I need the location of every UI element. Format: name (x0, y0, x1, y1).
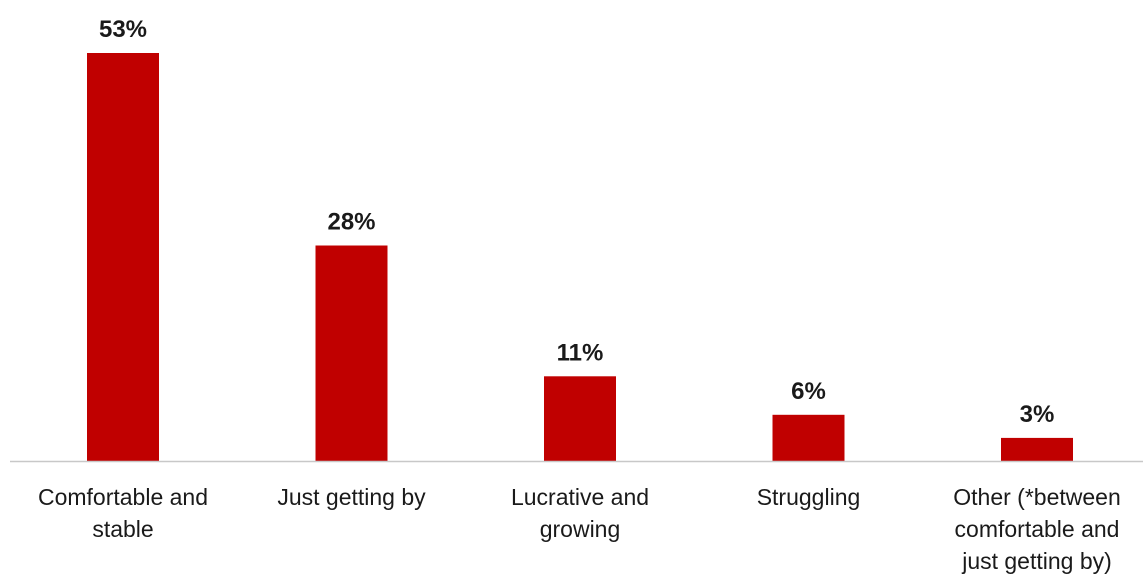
category-label-3: Lucrative and growing (511, 484, 649, 542)
value-label-5: 3% (1020, 401, 1055, 428)
bar-2 (315, 245, 388, 461)
category-label-2: Just getting by (277, 484, 426, 510)
category-label-line: Comfortable and (38, 484, 208, 510)
value-label-2: 28% (327, 209, 375, 236)
category-label-line: Struggling (757, 484, 861, 510)
category-label-1: Comfortable and stable (38, 484, 208, 542)
category-label-4: Struggling (757, 484, 861, 510)
category-label-line: growing (540, 516, 621, 542)
category-label-line: Just getting by (277, 484, 426, 510)
bar-5 (1001, 437, 1073, 461)
bar-3 (544, 376, 616, 461)
value-label-1: 53% (99, 16, 147, 43)
category-labels-layer: Comfortable and stable Just getting by Lucr… (38, 484, 1121, 574)
category-label-5: Other (*between comfortable and just getti… (953, 484, 1120, 574)
category-label-line: Lucrative and (511, 484, 649, 510)
category-label-line: just getting by) (961, 548, 1112, 574)
bar-4 (772, 414, 845, 461)
value-label-3: 11% (557, 339, 604, 366)
category-label-line: comfortable and (955, 516, 1120, 542)
category-label-line: Other (*between (953, 484, 1120, 510)
value-labels-layer: 53% 28% 11% 6% 3% (99, 16, 1054, 428)
category-label-line: stable (92, 516, 153, 542)
value-label-4: 6% (791, 378, 826, 405)
bars-layer (87, 53, 1073, 461)
bar-1 (87, 53, 159, 461)
